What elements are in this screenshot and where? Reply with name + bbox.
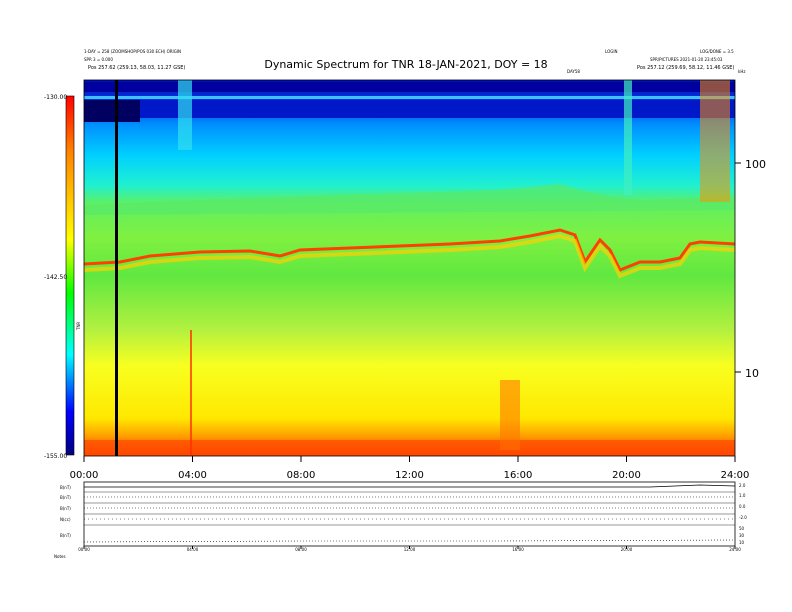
x-tick-label: 20:00 xyxy=(612,470,641,481)
data-gap-marker xyxy=(115,80,118,456)
panel-label-5: B(nT) xyxy=(60,533,71,538)
plasma-line xyxy=(83,228,736,272)
x-tick-label: 24:00 xyxy=(721,470,750,481)
mini-x-axis: 00:00 04:00 08:00 12:00 16:00 20:00 24:00 xyxy=(78,546,741,552)
cyan-green-boundary xyxy=(84,184,735,215)
panel-label-4: N(cc) xyxy=(60,517,71,522)
panel-label-2: B(nT) xyxy=(60,495,71,500)
spike-cluster xyxy=(500,380,520,450)
dark-patch-left xyxy=(84,100,140,122)
mini-x-tick-label: 08:00 xyxy=(295,547,307,552)
colorbar-top-label: -130.00 xyxy=(44,94,67,101)
meta-right-2: LOG/DONE = 3.5 xyxy=(700,49,734,54)
meta-right-3: SPR/PICTURES 2021-01-20 23:45:03 xyxy=(650,57,723,62)
x-tick-label: 12:00 xyxy=(395,470,424,481)
trace-1 xyxy=(84,484,736,488)
trace-5 xyxy=(83,539,736,543)
bottom-band xyxy=(84,440,735,456)
burst-left xyxy=(178,80,192,150)
right-scale-2: 1.0 xyxy=(739,493,746,498)
right-scale-5: 50 xyxy=(739,526,745,531)
y-tick-100: 100 xyxy=(745,158,766,171)
meta-left-2: SPR 3 = 0.000 xyxy=(84,57,113,62)
colorbar-unit-label: TNR xyxy=(76,322,81,331)
x-axis: 00:00 04:00 08:00 12:00 16:00 20:00 24:00 xyxy=(70,456,750,481)
panel-label-1: B(nT) xyxy=(60,485,71,490)
ancillary-panel: B(nT) B(nT) B(nT) N(cc) B(nT) 2.0 1.0 0.… xyxy=(54,481,747,559)
right-scale-4: -2.0 xyxy=(739,515,747,520)
mini-x-tick-label: 20:00 xyxy=(621,547,633,552)
right-scale-1: 2.0 xyxy=(739,483,746,488)
corner-label: kHz xyxy=(738,69,745,74)
colorbar xyxy=(65,95,75,456)
chart-title: Dynamic Spectrum for TNR 18-JAN-2021, DO… xyxy=(264,58,547,71)
panel-label-3: B(nT) xyxy=(60,506,71,511)
meta-left-1: 1-DAY = 258 (ZOOMSHOP/POS 030 ECH) ORIGI… xyxy=(84,49,181,54)
mini-x-tick-label: 12:00 xyxy=(404,547,416,552)
dark-band-top xyxy=(84,82,735,92)
mini-label: DAY58 xyxy=(567,69,580,74)
dark-band-2 xyxy=(84,100,735,118)
footer-label: Notes xyxy=(54,554,66,559)
right-scale-7: 10 xyxy=(739,540,745,545)
burst-mid xyxy=(624,80,632,195)
cyan-line-top xyxy=(84,96,735,99)
meta-left-3: Pos 257.62 (259.13, 58.03, 11.27 GSE) xyxy=(88,65,185,71)
right-scale-6: 30 xyxy=(739,533,745,538)
mini-x-tick-label: 00:00 xyxy=(78,547,90,552)
meta-right-4: Pos 257.12 (259.69, 58.12, 11.46 GSE) xyxy=(637,65,734,71)
mini-x-tick-label: 04:00 xyxy=(187,547,199,552)
mini-x-tick-label: 24:00 xyxy=(729,547,741,552)
x-tick-label: 00:00 xyxy=(70,470,99,481)
meta-right-1: LOGIN xyxy=(605,49,618,54)
plasma-line-halo xyxy=(83,233,736,279)
x-tick-label: 08:00 xyxy=(287,470,316,481)
mini-x-tick-label: 16:00 xyxy=(512,547,524,552)
y-tick-10: 10 xyxy=(745,367,759,380)
colorbar-bottom-label: -155.00 xyxy=(44,453,67,460)
y-axis-right: 100 10 xyxy=(735,158,766,380)
x-tick-label: 16:00 xyxy=(504,470,533,481)
colorbar-mid-label: -142.50 xyxy=(44,274,67,281)
x-tick-label: 04:00 xyxy=(178,470,207,481)
burst-right xyxy=(700,80,730,202)
spectrogram xyxy=(83,79,736,457)
right-scale-3: 0.0 xyxy=(739,504,746,509)
